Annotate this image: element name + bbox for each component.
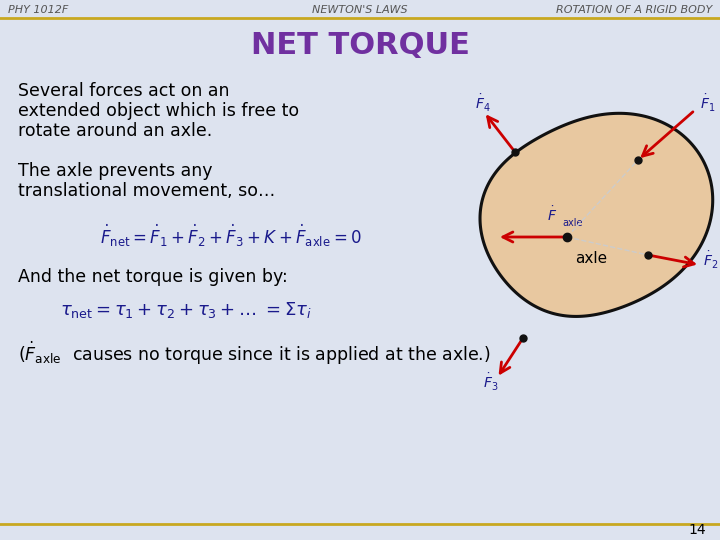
Text: The axle prevents any: The axle prevents any bbox=[18, 162, 212, 180]
Text: $\dot{F}_{\rm net} = \dot{F}_1 + \dot{F}_2 + \dot{F}_3 +K + \dot{F}_{\rm axle} =: $\dot{F}_{\rm net} = \dot{F}_1 + \dot{F}… bbox=[100, 223, 361, 249]
Text: ($\dot{F}_{\rm axle}$  causes no torque since it is applied at the axle.): ($\dot{F}_{\rm axle}$ causes no torque s… bbox=[18, 340, 490, 367]
Text: extended object which is free to: extended object which is free to bbox=[18, 102, 299, 120]
Text: 14: 14 bbox=[688, 523, 706, 537]
Text: NET TORQUE: NET TORQUE bbox=[251, 31, 469, 60]
Text: ROTATION OF A RIGID BODY: ROTATION OF A RIGID BODY bbox=[556, 5, 712, 15]
Text: $\dot{F}$: $\dot{F}$ bbox=[547, 206, 557, 224]
Text: $\dot{F}_1$: $\dot{F}_1$ bbox=[700, 92, 716, 113]
Text: $\tau_{\rm net} = \tau_1 + \tau_2 + \tau_3 + \ldots\ =\Sigma\tau_i$: $\tau_{\rm net} = \tau_1 + \tau_2 + \tau… bbox=[60, 300, 312, 320]
Text: $\dot{F}_3$: $\dot{F}_3$ bbox=[483, 372, 498, 393]
Polygon shape bbox=[480, 113, 713, 316]
Text: translational movement, so…: translational movement, so… bbox=[18, 182, 275, 200]
Text: axle: axle bbox=[562, 218, 582, 228]
Text: $\dot{F}_4$: $\dot{F}_4$ bbox=[475, 92, 491, 113]
Text: NEWTON'S LAWS: NEWTON'S LAWS bbox=[312, 5, 408, 15]
Text: rotate around an axle.: rotate around an axle. bbox=[18, 122, 212, 140]
Text: axle: axle bbox=[575, 251, 607, 266]
Text: Several forces act on an: Several forces act on an bbox=[18, 82, 230, 100]
Text: And the net torque is given by:: And the net torque is given by: bbox=[18, 268, 288, 286]
Text: $\dot{F}_2$: $\dot{F}_2$ bbox=[703, 249, 719, 271]
Text: PHY 1012F: PHY 1012F bbox=[8, 5, 68, 15]
